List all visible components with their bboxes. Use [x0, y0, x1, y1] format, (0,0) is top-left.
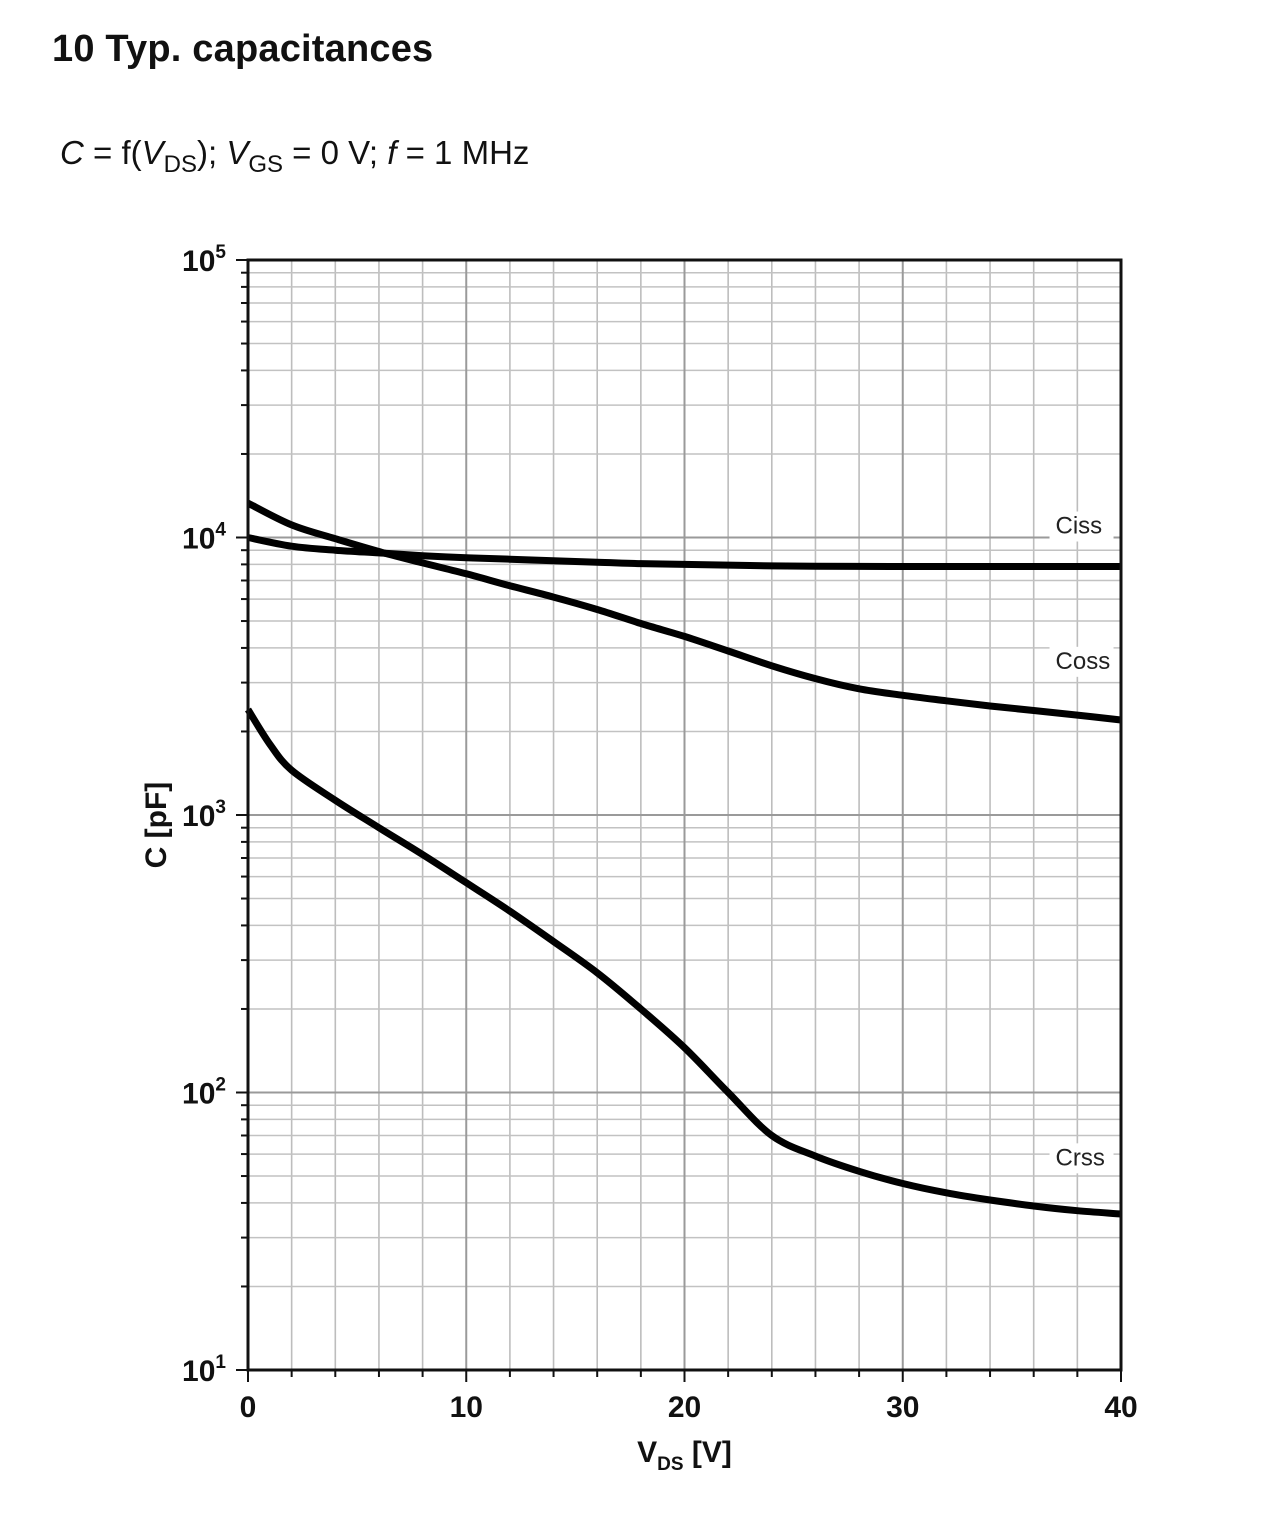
chart-subtitle: C = f(VDS); VGS = 0 V; f = 1 MHz	[60, 134, 529, 179]
series-labels: Ciss Coss Crss	[1049, 511, 1114, 1174]
subtitle-gs-sub: GS	[248, 151, 284, 178]
series-label-bg	[1049, 511, 1114, 542]
subtitle-sep: );	[196, 134, 227, 171]
y-tick-label: 103	[182, 797, 226, 833]
y-tick-base: 10	[182, 800, 215, 833]
y-tick-base: 10	[182, 245, 215, 278]
y-tick-base: 10	[182, 523, 215, 556]
y-tick-exponent: 2	[215, 1075, 226, 1096]
y-tick-exponent: 5	[215, 242, 226, 263]
subtitle-eq1: = f(	[83, 134, 142, 171]
axis-ticks	[236, 259, 1122, 1382]
x-axis-title-unit: [V]	[684, 1436, 732, 1469]
series-label-bg	[1049, 646, 1114, 677]
x-axis-title-main: V	[637, 1436, 657, 1469]
series-label-coss: Coss	[1056, 648, 1111, 675]
series-label-bg	[1049, 1143, 1114, 1174]
series-label-crss: Crss	[1056, 1144, 1105, 1171]
series-line-crss	[245, 707, 1122, 1218]
y-tick-label: 104	[182, 520, 226, 556]
y-tick-exponent: 3	[215, 797, 226, 818]
x-tick-label: 10	[450, 1391, 483, 1424]
y-tick-exponent: 4	[215, 520, 226, 541]
x-axis-title-sub: DS	[657, 1454, 683, 1475]
subtitle-v2-symbol: V	[226, 134, 249, 171]
series-line-coss	[246, 499, 1122, 724]
subtitle-ds-sub: DS	[163, 151, 197, 178]
subtitle-f-symbol: f	[387, 134, 397, 171]
x-tick-label: 30	[886, 1391, 919, 1424]
chart-title: 10 Typ. capacitances	[52, 28, 434, 70]
series-label-ciss: Ciss	[1056, 513, 1103, 540]
x-tick-label: 40	[1104, 1391, 1137, 1424]
y-axis-title: C [pF]	[140, 782, 173, 869]
y-tick-base: 10	[182, 1078, 215, 1111]
x-axis-title: VDS [V]	[637, 1436, 732, 1475]
y-tick-label: 105	[182, 242, 226, 278]
y-tick-base: 10	[182, 1355, 215, 1388]
y-tick-label: 102	[182, 1075, 226, 1111]
subtitle-v-symbol: V	[141, 134, 164, 171]
grid-major	[248, 260, 1121, 1370]
x-tick-label: 20	[668, 1391, 701, 1424]
x-tick-label: 0	[240, 1391, 257, 1424]
y-tick-exponent: 1	[215, 1352, 226, 1373]
subtitle-eq2: = 0 V;	[283, 134, 388, 171]
series-lines	[245, 499, 1122, 1218]
y-tick-label: 101	[182, 1352, 226, 1388]
x-tick-labels: 0 10 20 30 40	[240, 1391, 1138, 1424]
subtitle-eq3: = 1 MHz	[396, 134, 530, 171]
subtitle-c-symbol: C	[60, 134, 84, 171]
